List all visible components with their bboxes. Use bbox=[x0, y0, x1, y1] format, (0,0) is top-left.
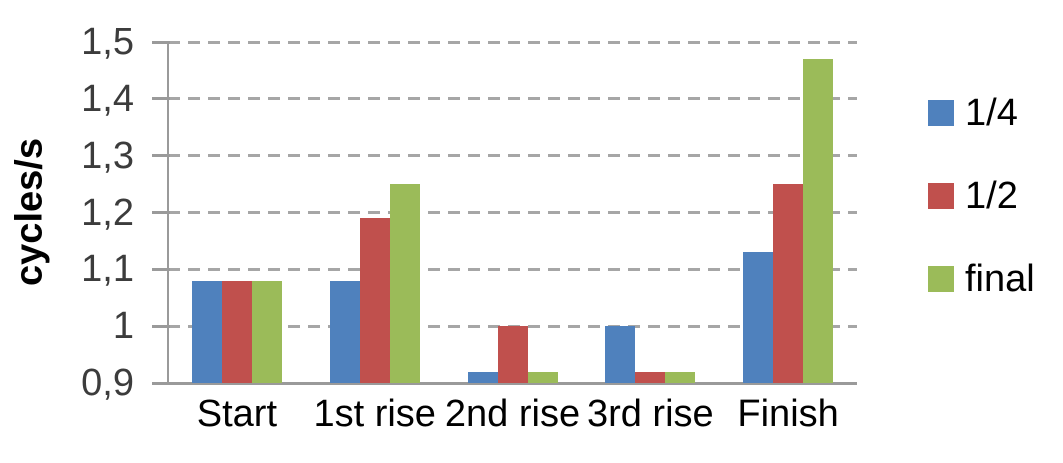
x-category-label-start: Start bbox=[196, 393, 278, 435]
y-tick-label: 1,5 bbox=[81, 21, 134, 63]
bar-1-4-finish bbox=[743, 252, 774, 383]
legend-item-1-4: 1/4 bbox=[928, 94, 1035, 132]
bar-1-4-3rd-rise bbox=[605, 326, 636, 383]
x-category-label-finish: Finish bbox=[737, 393, 839, 435]
gridline-1-2 bbox=[168, 211, 857, 214]
y-tick-mark bbox=[152, 40, 170, 44]
x-category-label-2nd-rise: 2nd rise bbox=[444, 393, 581, 435]
legend-label-final: final bbox=[965, 258, 1035, 300]
y-tick-label: 1,4 bbox=[81, 77, 134, 120]
x-category-label-3rd-rise: 3rd rise bbox=[586, 393, 714, 435]
bar-1-2-1st-rise bbox=[359, 218, 390, 383]
y-tick-label: 1,3 bbox=[81, 134, 134, 177]
y-tick-label: 1,2 bbox=[81, 191, 134, 234]
bar-1-4-1st-rise bbox=[329, 280, 360, 383]
y-tick-label: 1 bbox=[112, 305, 134, 348]
y-axis-line bbox=[167, 42, 169, 384]
bar-final-finish bbox=[803, 59, 834, 383]
y-tick-mark bbox=[152, 97, 170, 101]
bar-final-3rd-rise bbox=[665, 371, 696, 383]
y-tick-label: 0,9 bbox=[81, 362, 134, 404]
y-tick-label: 1,1 bbox=[81, 248, 134, 291]
y-tick-mark bbox=[152, 267, 170, 271]
gridline-1-5 bbox=[168, 40, 857, 44]
gridline-1-1 bbox=[168, 267, 857, 271]
y-tick-mark bbox=[152, 211, 170, 214]
bar-1-2-3rd-rise bbox=[635, 371, 666, 383]
bar-1-4-2nd-rise bbox=[467, 371, 498, 383]
legend-item-1-2: 1/2 bbox=[928, 177, 1035, 215]
gridline-1-3 bbox=[168, 154, 857, 158]
legend-label-1-2: 1/2 bbox=[965, 175, 1018, 217]
y-tick-mark bbox=[152, 154, 170, 158]
legend-swatch-1-2 bbox=[928, 183, 954, 209]
bar-final-1st-rise bbox=[389, 184, 420, 383]
legend-swatch-1-4 bbox=[928, 100, 954, 126]
bar-1-2-finish bbox=[773, 184, 804, 383]
bar-1-4-start bbox=[191, 280, 222, 383]
bar-1-2-2nd-rise bbox=[497, 326, 528, 383]
legend-item-final: final bbox=[928, 260, 1035, 298]
legend-label-1-4: 1/4 bbox=[965, 92, 1018, 134]
bar-final-start bbox=[251, 280, 282, 383]
legend: 1/4 1/2 final bbox=[928, 94, 1035, 343]
gridline-1-4 bbox=[168, 97, 857, 101]
bar-final-2nd-rise bbox=[527, 371, 558, 383]
x-category-label-1st-rise: 1st rise bbox=[313, 393, 436, 435]
x-axis-line bbox=[152, 382, 857, 385]
legend-swatch-final bbox=[928, 266, 954, 292]
bar-1-2-start bbox=[221, 280, 252, 383]
y-tick-mark bbox=[152, 324, 170, 328]
